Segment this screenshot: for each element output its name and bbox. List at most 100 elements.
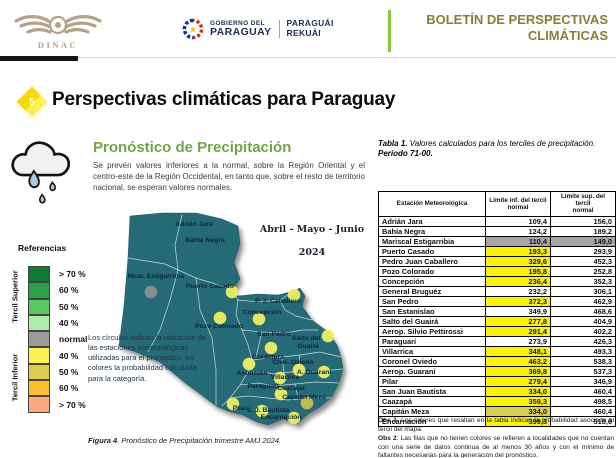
station-cell: San Juan Bautista (378, 385, 486, 397)
legend-swatch-superior (28, 298, 50, 315)
sup-limit-cell: 426,3 (550, 335, 616, 347)
legend-item: 50 % (28, 363, 108, 381)
inf-limit-cell: 277,8 (485, 315, 551, 327)
gov-divider (278, 20, 280, 38)
table-header-cell: Estación Meteorológica (378, 191, 486, 217)
legend-item: normal (28, 331, 108, 348)
legend-swatch-inferior (28, 363, 50, 381)
station-label: Mcal. Estigarribia (128, 273, 185, 280)
forecast-heading: Pronóstico de Precipitación (93, 139, 292, 156)
header-rule-accent (0, 56, 78, 61)
sup-limit-cell: 537,3 (550, 365, 616, 377)
station-label: Capitán Meza (282, 394, 326, 401)
table-row: Concepción 236,4 352,3 (378, 275, 616, 287)
station-label: Cnel. Oviedo (272, 359, 314, 366)
dinac-wings-icon: DINAC (14, 15, 102, 50)
legend-swatch-inferior (28, 347, 50, 364)
station-cell: Aerop. Guaraní (378, 365, 486, 377)
obs-note: Obs 1: Los colores que resaltan en la ta… (378, 417, 614, 433)
inf-limit-cell: 273,9 (485, 335, 551, 347)
station-cell: Bahía Negra (378, 225, 486, 237)
legend-label: 60 % (59, 285, 79, 296)
station-cell: Pedro Juan Caballero (378, 255, 486, 267)
station-label: Guairá (297, 343, 319, 350)
station-label: Villarrica (271, 374, 300, 381)
station-dot (255, 404, 269, 418)
legend-item: 50 % (28, 298, 108, 315)
inf-limit-cell: 334,0 (485, 385, 551, 397)
station-label: Puerto Casado (186, 283, 234, 290)
legend-label: 50 % (59, 366, 79, 377)
legend-item: 40 % (28, 314, 108, 332)
station-cell: Villarrica (378, 345, 486, 357)
legend: > 70 % 60 % 50 % 40 % normal 40 % 50 % 60 % > 70… (28, 266, 108, 413)
station-dot (317, 365, 331, 379)
station-label: P. J. Caballero (255, 298, 301, 305)
sup-limit-cell: 404,9 (550, 315, 616, 327)
station-label: Cordillera (252, 354, 284, 361)
legend-item: 40 % (28, 347, 108, 364)
station-dot (273, 371, 287, 385)
station-dot (287, 288, 301, 302)
legend-label: > 70 % (59, 399, 86, 410)
station-dot (213, 311, 227, 325)
table-row: Caazapá 359,3 498,5 (378, 395, 616, 407)
inf-limit-cell: 193,3 (485, 245, 551, 257)
inf-limit-cell: 279,4 (485, 375, 551, 387)
station-label: S. J. Bautista (247, 407, 290, 414)
inf-limit-cell: 329,6 (485, 255, 551, 267)
precipitation-terciles-table: Estación Meteorológica Límite inf. del te… (378, 191, 616, 427)
header-rule (0, 57, 616, 58)
obs-note: Obs 2: Las filas que no tienen colores s… (378, 435, 615, 458)
legend-swatch-superior (28, 266, 50, 283)
inf-limit-cell: 109,4 (485, 215, 551, 227)
bulletin-title-line2: CLIMÁTICAS (527, 28, 608, 44)
table-row: Capitán Meza 334,0 460,4 (378, 405, 616, 417)
legend-upper-tercile-label: Tercil Superior (10, 270, 20, 323)
bulletin-title-line1: BOLETÍN DE PERSPECTIVAS (426, 12, 608, 27)
sup-limit-cell: 189,2 (550, 225, 616, 237)
table-row: Encarnación 399,3 510,6 (378, 415, 616, 427)
table-row: Pozo Colorado 195,8 252,8 (378, 265, 616, 277)
station-cell: Adrián Jara (378, 215, 486, 227)
sup-limit-cell: 493,3 (550, 345, 616, 357)
station-label: Paraguarí (247, 383, 279, 390)
station-dot (242, 357, 256, 371)
station-label: Encarnación (261, 414, 302, 421)
legend-swatch-inferior (28, 396, 50, 413)
legend-label: 50 % (59, 301, 79, 312)
station-label: Concepción (243, 309, 282, 316)
table-header-cell: Límite sup. del tercil normal (550, 191, 616, 217)
station-dot (226, 397, 240, 411)
inf-limit-cell: 372,3 (485, 295, 551, 307)
sup-limit-cell: 352,3 (550, 275, 616, 287)
legend-title: Referencias (18, 243, 67, 253)
table-row: San Estanislao 349,9 468,6 (378, 305, 616, 317)
inf-limit-cell: 232,2 (485, 285, 551, 297)
inf-limit-cell: 334,0 (485, 405, 551, 417)
station-label: San Pedro (257, 331, 291, 338)
sup-limit-cell: 460,4 (550, 385, 616, 397)
gov-right2: REKUÁI (286, 28, 321, 38)
sup-limit-cell: 452,3 (550, 255, 616, 267)
station-cell: Concepción (378, 275, 486, 287)
legend-label: 60 % (59, 383, 79, 394)
figure-label: Figura 4 (88, 436, 118, 445)
station-cell: Paraguarí (378, 335, 486, 347)
sup-limit-cell: 468,6 (550, 305, 616, 317)
station-cell: Pilar (378, 375, 486, 387)
inf-limit-cell: 291,4 (485, 325, 551, 337)
sup-limit-cell: 252,8 (550, 265, 616, 277)
dinac-label: DINAC (38, 40, 78, 50)
table-row: Aerop. Silvio Pettirossi 291,4 402,2 (378, 325, 616, 337)
station-cell: Capitán Meza (378, 405, 486, 417)
table-row: General Bruguéz 232,2 306,1 (378, 285, 616, 297)
station-label: A. Guaraní (297, 369, 332, 376)
table-caption-text: Valores calculados para los terciles de … (407, 139, 596, 148)
legend-swatch-superior (28, 282, 50, 299)
table-row: Coronel Oviedo 463,2 538,3 (378, 355, 616, 367)
sup-limit-cell: 156,0 (550, 215, 616, 227)
table-caption-label: Tabla 1. (378, 139, 408, 148)
station-cell: Caazapá (378, 395, 486, 407)
